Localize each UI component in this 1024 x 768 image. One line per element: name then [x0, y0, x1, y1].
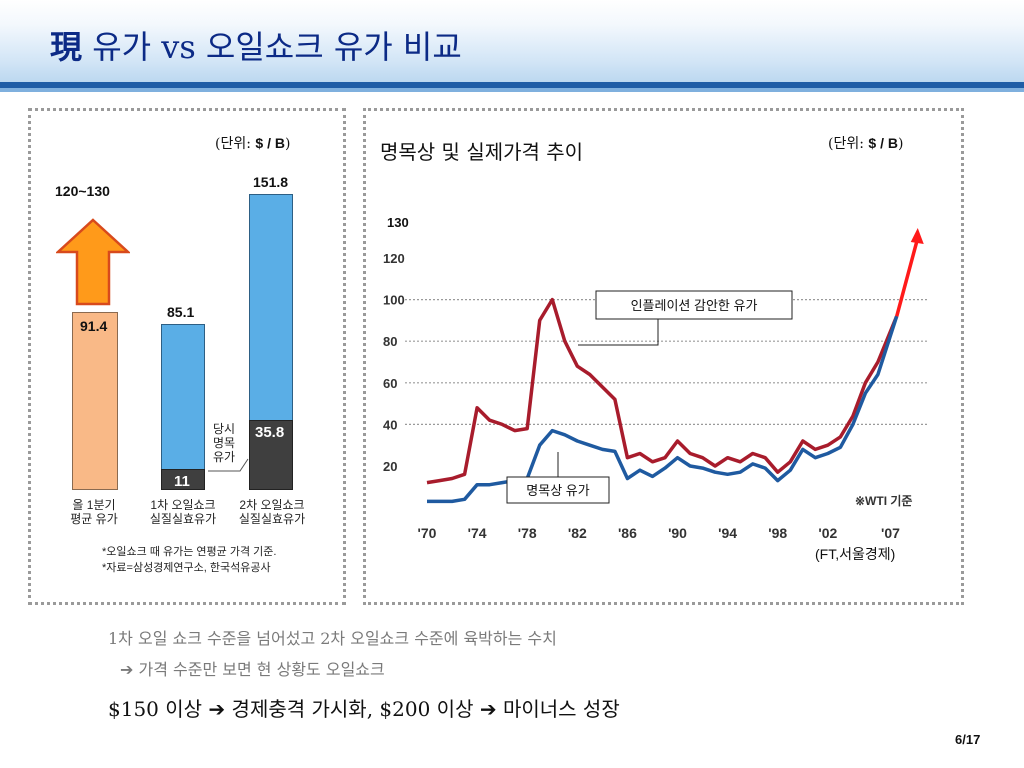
bar-nominal-value-label: 11 [174, 472, 190, 490]
bar-value-label: 151.8 [253, 173, 289, 190]
right-arrow-icon: ➔ [120, 660, 139, 679]
right-unit-label: (단위: $ / B) [828, 135, 904, 152]
callout-box [506, 476, 610, 504]
right-chart-panel [363, 108, 964, 605]
nominal-price-side-label: 당시 명목 유가 [213, 422, 236, 464]
callout-box [595, 290, 793, 320]
bar-second-shock-nominal [249, 420, 293, 490]
y-tick-label: 80 [383, 334, 397, 349]
bar-value-label: 85.1 [167, 304, 195, 321]
x-tick-label: '86 [618, 525, 637, 541]
summary-line-3: $150 이상 ➔ 경제충격 가시화, $200 이상 ➔ 마이너스 성장 [108, 697, 620, 721]
bar-current-q1 [72, 311, 118, 490]
left-chart-panel [28, 108, 346, 605]
header-divider [0, 82, 1024, 88]
wti-note: ※WTI 기준 [855, 493, 912, 508]
x-tick-label: '74 [468, 525, 487, 541]
right-chart-title: 명목상 및 실제가격 추이 [380, 140, 584, 164]
callout-real-price-label: 인플레이션 감안한 유가 [631, 298, 758, 313]
header-background [0, 0, 1024, 82]
summary-line-1: 1차 오일 쇼크 수준을 넘어섰고 2차 오일쇼크 수준에 육박하는 수치 [108, 629, 557, 648]
slide-title: 現 유가 vs 오일쇼크 유가 비교 [50, 22, 462, 68]
x-tick-label: '02 [818, 525, 837, 541]
callout-nominal-price-label: 명목상 유가 [526, 483, 589, 498]
up-arrow-icon [56, 218, 130, 306]
left-unit-label: (단위: $ / B) [215, 135, 291, 152]
category-label: 2차 오일쇼크 실질실효유가 [238, 498, 306, 526]
x-tick-label: '07 [881, 525, 900, 541]
x-tick-label: '98 [768, 525, 787, 541]
callout-leader-line [578, 319, 659, 346]
right-arrow-icon: ➔ [202, 697, 232, 721]
nominal-price-line [427, 315, 899, 504]
category-label: 올 1분기 평균 유가 [70, 498, 118, 526]
title-text: 유가 vs 오일쇼크 유가 비교 [82, 28, 462, 66]
projection-arrow [895, 237, 920, 317]
target-value-label: 130 [387, 215, 409, 230]
right-arrow-icon: ➔ [473, 697, 503, 721]
y-tick-label: 20 [383, 459, 397, 474]
y-tick-label: 40 [383, 417, 397, 432]
title-hanja: 現 [50, 28, 83, 66]
left-footnote: *오일쇼크 때 유가는 연평균 가격 기준. [102, 546, 277, 558]
header-divider-light [0, 88, 1024, 92]
bar-first-shock-nominal [161, 468, 205, 490]
y-tick-label: 100 [383, 293, 405, 308]
source-label: (FT,서울경제) [815, 546, 895, 562]
x-tick-label: '82 [568, 525, 587, 541]
summary-line-2: ➔ 가격 수준만 보면 현 상황도 오일쇼크 [120, 660, 385, 679]
left-footnote: *자료=삼성경제연구소, 한국석유공사 [102, 562, 271, 574]
y-tick-label: 60 [383, 376, 397, 391]
arrow-range-label: 120~130 [55, 183, 110, 199]
side-label-leader-line [208, 458, 249, 472]
bar-nominal-value-label: 35.8 [255, 424, 285, 442]
projection-arrowhead-icon [910, 228, 924, 244]
y-tick-label: 120 [383, 251, 405, 266]
x-tick-label: '78 [518, 525, 537, 541]
page-number: 6/17 [955, 732, 981, 747]
x-tick-label: '94 [718, 525, 737, 541]
bar-value-label: 91.4 [80, 317, 108, 334]
bar-first-shock [161, 324, 205, 490]
category-label: 1차 오일쇼크 실질실효유가 [149, 498, 217, 526]
x-tick-label: '70 [418, 525, 437, 541]
real-price-line [426, 297, 899, 485]
x-tick-label: '90 [668, 525, 687, 541]
